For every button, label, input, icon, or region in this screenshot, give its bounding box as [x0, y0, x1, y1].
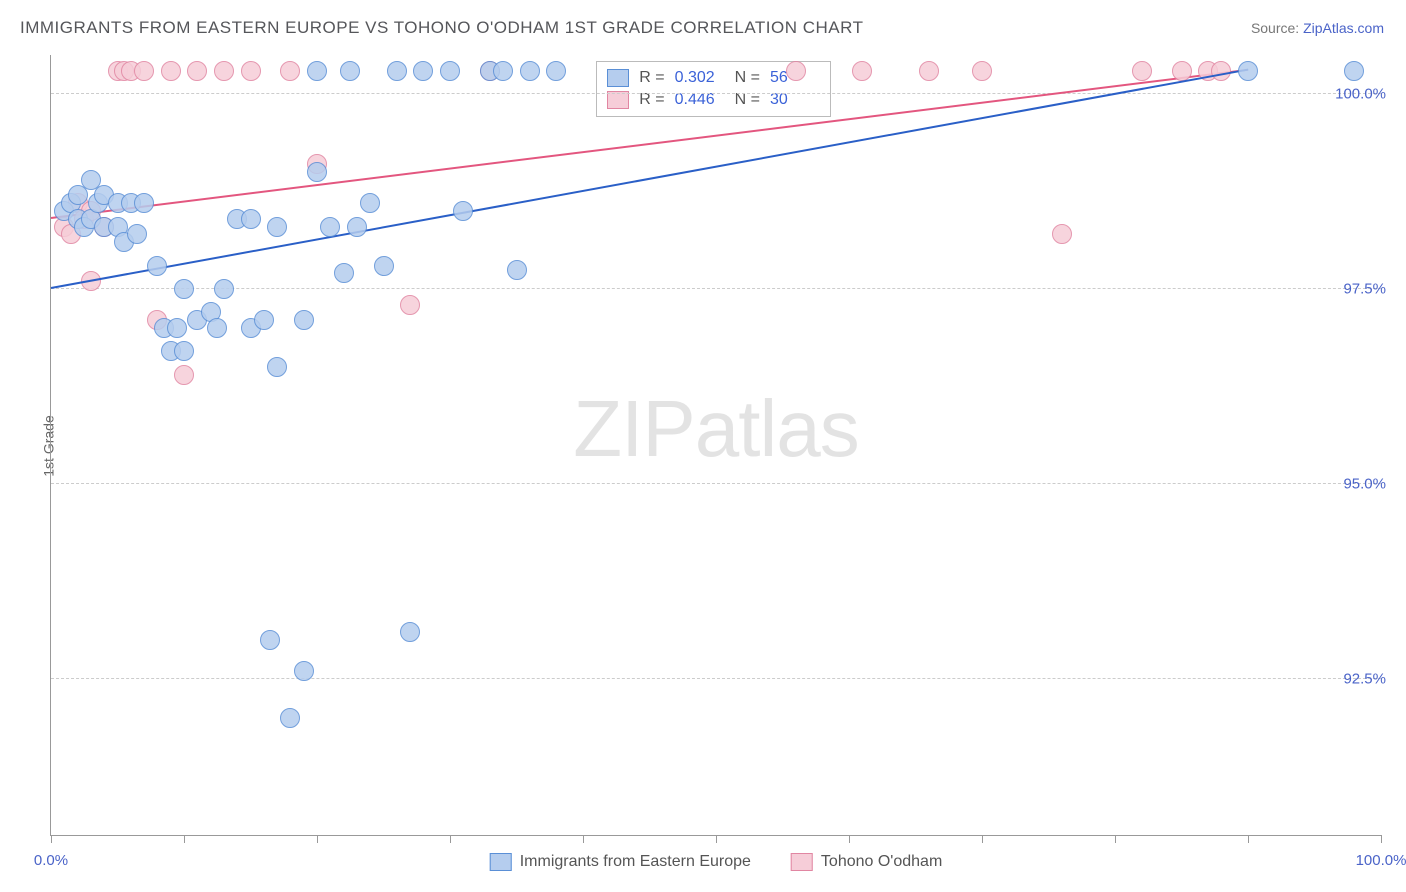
data-point	[507, 260, 527, 280]
gridline	[51, 93, 1381, 94]
gridline	[51, 678, 1381, 679]
y-tick-label: 95.0%	[1329, 476, 1386, 493]
data-point	[1344, 61, 1364, 81]
data-point	[214, 61, 234, 81]
data-point	[320, 217, 340, 237]
data-point	[174, 279, 194, 299]
x-tick	[1381, 835, 1382, 843]
stat-r-label: R =	[639, 69, 664, 87]
data-point	[294, 661, 314, 681]
data-point	[127, 224, 147, 244]
data-point	[852, 61, 872, 81]
data-point	[1132, 61, 1152, 81]
data-point	[134, 61, 154, 81]
data-point	[307, 61, 327, 81]
x-tick	[716, 835, 717, 843]
y-tick-label: 97.5%	[1329, 281, 1386, 298]
data-point	[214, 279, 234, 299]
data-point	[347, 217, 367, 237]
legend-label: Immigrants from Eastern Europe	[520, 853, 751, 871]
data-point	[387, 61, 407, 81]
data-point	[280, 708, 300, 728]
x-tick	[583, 835, 584, 843]
data-point	[1238, 61, 1258, 81]
y-tick-label: 92.5%	[1329, 671, 1386, 688]
x-tick	[982, 835, 983, 843]
data-point	[413, 61, 433, 81]
data-point	[440, 61, 460, 81]
data-point	[786, 61, 806, 81]
data-point	[1211, 61, 1231, 81]
x-tick	[184, 835, 185, 843]
data-point	[919, 61, 939, 81]
data-point	[267, 217, 287, 237]
legend-item-series-1: Immigrants from Eastern Europe	[490, 853, 751, 871]
stat-r-value: 0.302	[675, 69, 725, 87]
data-point	[68, 185, 88, 205]
data-point	[374, 256, 394, 276]
data-point	[307, 162, 327, 182]
data-point	[161, 61, 181, 81]
data-point	[972, 61, 992, 81]
data-point	[400, 622, 420, 642]
source-attribution: Source: ZipAtlas.com	[1251, 20, 1384, 36]
scatter-plot-area: ZIPatlas R =0.302N =56R =0.446N =30 Immi…	[50, 55, 1381, 836]
x-tick	[849, 835, 850, 843]
y-tick-label: 100.0%	[1321, 86, 1386, 103]
x-tick	[1248, 835, 1249, 843]
data-point	[147, 256, 167, 276]
data-point	[1172, 61, 1192, 81]
legend-swatch-icon	[490, 853, 512, 871]
stat-n-label: N =	[735, 69, 760, 87]
data-point	[1052, 224, 1072, 244]
data-point	[520, 61, 540, 81]
data-point	[334, 263, 354, 283]
data-point	[400, 295, 420, 315]
data-point	[453, 201, 473, 221]
x-tick	[317, 835, 318, 843]
data-point	[360, 193, 380, 213]
data-point	[546, 61, 566, 81]
data-point	[254, 310, 274, 330]
data-point	[267, 357, 287, 377]
data-point	[260, 630, 280, 650]
data-point	[493, 61, 513, 81]
stats-swatch-icon	[607, 69, 629, 87]
x-tick	[1115, 835, 1116, 843]
x-tick	[450, 835, 451, 843]
bottom-legend: Immigrants from Eastern Europe Tohono O'…	[490, 853, 943, 871]
gridline	[51, 483, 1381, 484]
legend-swatch-icon	[791, 853, 813, 871]
source-label: Source:	[1251, 20, 1299, 36]
data-point	[174, 365, 194, 385]
legend-label: Tohono O'odham	[821, 853, 942, 871]
data-point	[241, 209, 261, 229]
data-point	[280, 61, 300, 81]
gridline	[51, 288, 1381, 289]
data-point	[340, 61, 360, 81]
data-point	[294, 310, 314, 330]
data-point	[207, 318, 227, 338]
data-point	[167, 318, 187, 338]
x-tick-label: 0.0%	[34, 852, 68, 869]
watermark: ZIPatlas	[573, 383, 858, 475]
data-point	[187, 61, 207, 81]
x-tick	[51, 835, 52, 843]
data-point	[174, 341, 194, 361]
legend-item-series-2: Tohono O'odham	[791, 853, 942, 871]
data-point	[241, 61, 261, 81]
source-link[interactable]: ZipAtlas.com	[1303, 20, 1384, 36]
chart-title: IMMIGRANTS FROM EASTERN EUROPE VS TOHONO…	[20, 18, 864, 38]
x-tick-label: 100.0%	[1356, 852, 1406, 869]
data-point	[134, 193, 154, 213]
